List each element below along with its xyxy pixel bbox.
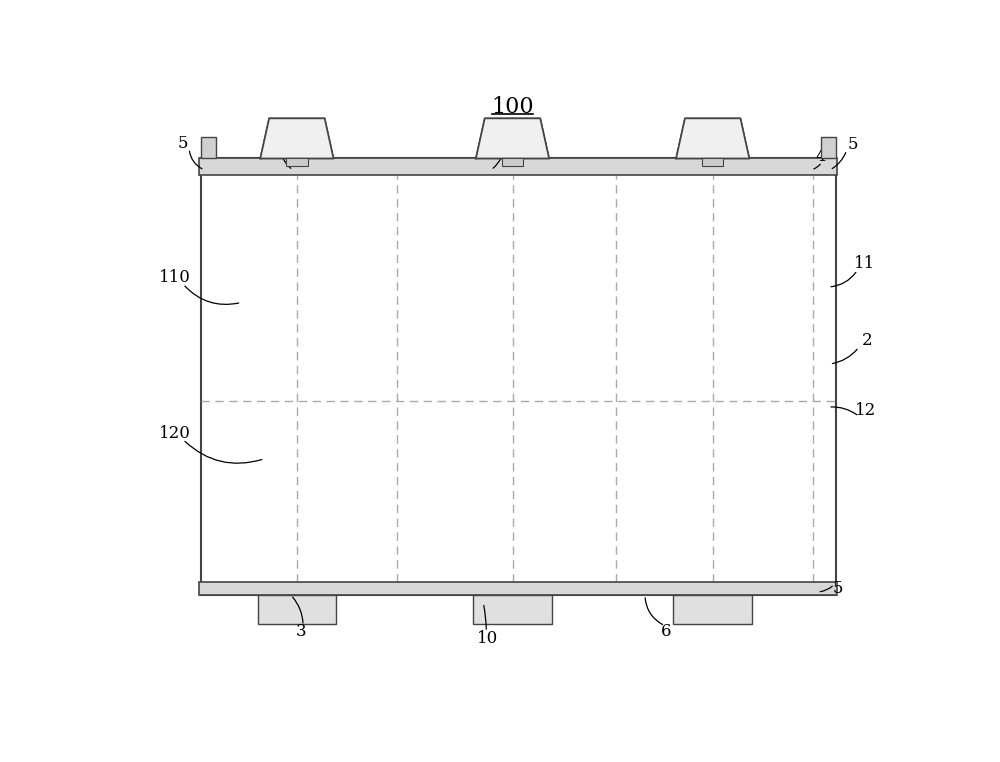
Text: 12: 12 [855, 402, 876, 419]
Text: 3: 3 [295, 623, 306, 641]
Text: 110: 110 [159, 269, 191, 287]
Bar [502, 158, 523, 166]
Text: 10: 10 [477, 629, 498, 647]
Text: 4: 4 [272, 139, 283, 155]
Text: 100: 100 [491, 96, 534, 118]
Text: 5: 5 [178, 135, 188, 152]
Text: 4: 4 [815, 148, 826, 165]
Bar [673, 595, 752, 624]
Bar [201, 158, 836, 595]
Polygon shape [676, 118, 749, 158]
Bar [820, 137, 836, 158]
Bar [199, 158, 837, 175]
Text: 5: 5 [848, 136, 858, 153]
Text: 6: 6 [661, 623, 672, 641]
Polygon shape [260, 118, 333, 158]
Bar [199, 582, 837, 595]
Polygon shape [476, 118, 549, 158]
Bar [473, 595, 552, 624]
Text: 5: 5 [832, 580, 843, 597]
Bar [702, 158, 723, 166]
Bar [258, 595, 336, 624]
Text: 2: 2 [861, 332, 872, 350]
Text: 120: 120 [159, 425, 191, 442]
Bar [286, 158, 308, 166]
Text: 3: 3 [501, 130, 512, 148]
Text: 11: 11 [854, 255, 875, 273]
Bar [201, 137, 216, 158]
